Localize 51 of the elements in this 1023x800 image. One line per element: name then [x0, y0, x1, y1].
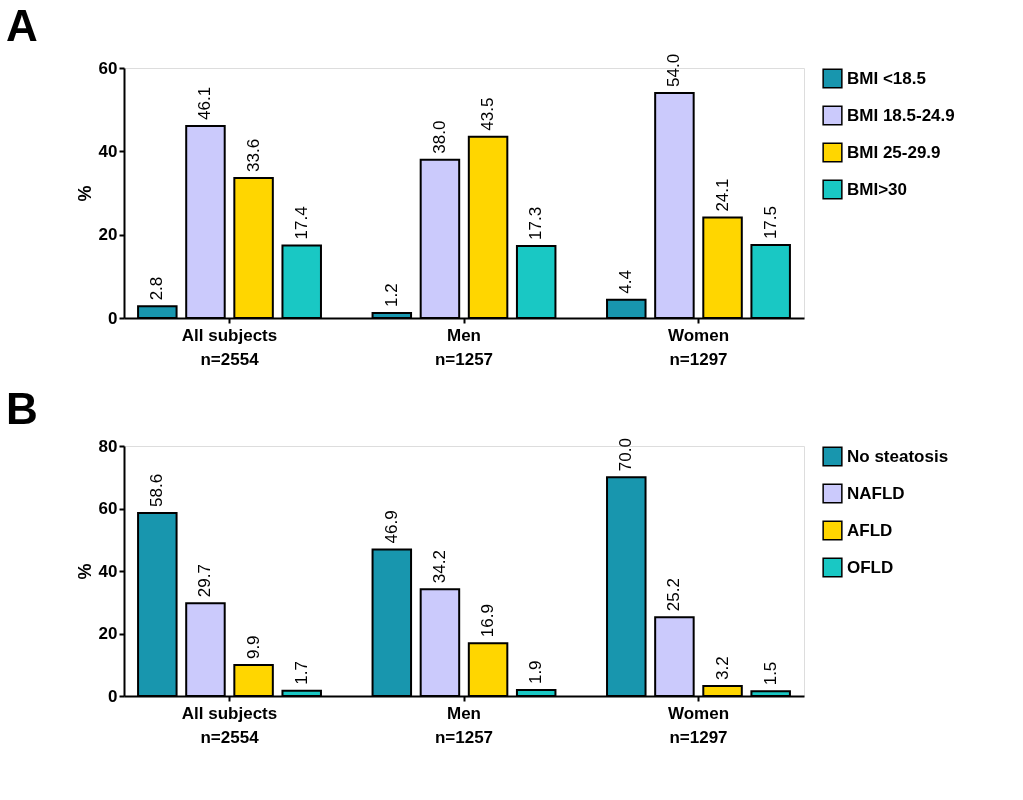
data-label: 25.2 [664, 578, 684, 612]
y-tick-label: 40 [98, 141, 118, 161]
y-axis-title: % [74, 185, 95, 202]
y-axis-title: % [74, 563, 95, 580]
data-label: 1.2 [381, 283, 401, 307]
data-label: 34.2 [429, 550, 449, 584]
data-label: 2.8 [147, 276, 167, 301]
data-label: 17.3 [526, 206, 546, 240]
data-label: 17.4 [291, 206, 311, 240]
x-tick-label: Women n=1297 [667, 325, 730, 369]
y-tick-label: 80 [98, 436, 118, 456]
data-label: 70.0 [616, 438, 636, 472]
y-tick-label: 60 [98, 58, 118, 78]
data-label: 58.6 [147, 473, 167, 507]
y-tick-label: 60 [98, 499, 118, 518]
y-tick-label: 0 [108, 308, 118, 328]
legend-label: AFLD [847, 520, 893, 540]
data-label: 29.7 [195, 564, 215, 598]
data-label: 17.5 [760, 205, 780, 240]
legend-label: BMI 18.5-24.9 [847, 105, 955, 125]
chart-title: A [6, 0, 38, 50]
x-tick-label: Men n=1257 [434, 325, 494, 369]
data-label: 46.1 [195, 86, 215, 120]
data-label: 1.7 [291, 661, 311, 685]
legend-label: OFLD [847, 557, 894, 577]
data-label: 33.6 [243, 138, 263, 172]
y-tick-label: 20 [98, 225, 118, 245]
legend-label: BMI>30 [847, 179, 907, 199]
text: No steatosis [847, 446, 949, 466]
x-tick-label: Men n=1257 [434, 703, 494, 747]
data-label: 9.9 [243, 635, 263, 660]
data-label: 4.4 [616, 270, 636, 294]
legend-label: BMI <18.5 [847, 68, 926, 88]
data-label: 46.9 [381, 510, 401, 544]
data-label: 54.0 [664, 53, 684, 87]
legend-label: BMI 25-29.9 [847, 142, 941, 162]
legend-label: NAFLD [847, 483, 905, 503]
data-label: 38.0 [429, 120, 449, 154]
y-tick-label: 40 [98, 561, 118, 581]
chart-title: B [6, 384, 38, 433]
data-label: 1.9 [526, 660, 546, 685]
data-label: 43.5 [478, 97, 498, 131]
data-label: 16.9 [478, 604, 498, 638]
x-tick-label: All subjects n=2554 [181, 325, 278, 369]
y-tick-label: 0 [108, 686, 118, 706]
data-label: 1.5 [760, 661, 780, 686]
x-tick-label: Women n=1297 [667, 703, 730, 747]
y-tick-label: 20 [98, 624, 118, 643]
data-label: 24.1 [712, 178, 732, 212]
x-tick-label: All subjects n=2554 [181, 703, 278, 747]
data-label: 3.2 [712, 656, 732, 680]
